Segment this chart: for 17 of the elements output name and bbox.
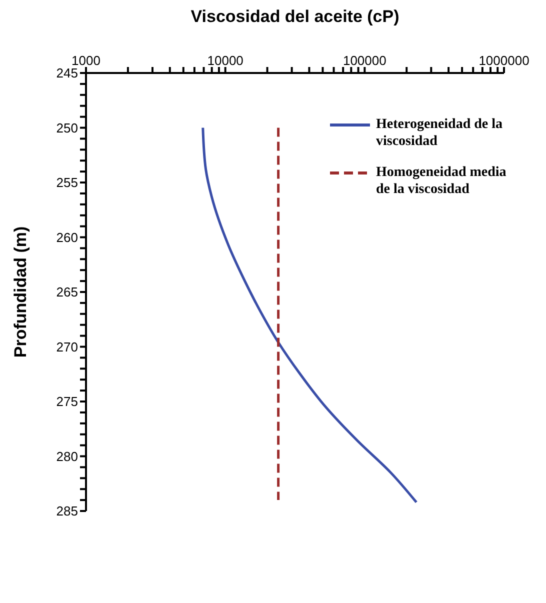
- legend-label: Homogeneidad media de la viscosidad: [376, 164, 508, 198]
- y-axis-title: Profundidad (m): [11, 226, 30, 358]
- y-tick-label: 245: [56, 66, 78, 81]
- y-tick-label: 280: [56, 448, 78, 464]
- y-tick-label: 250: [56, 120, 78, 136]
- y-tick-label: 285: [56, 504, 78, 519]
- legend-label: Heterogeneidad de la viscosidad: [376, 116, 504, 150]
- x-tick-label: 1000: [72, 53, 100, 68]
- x-axis-title: Viscosidad del aceite (cP): [190, 7, 400, 26]
- y-tick-label: 255: [56, 175, 78, 190]
- y-tick-label: 270: [56, 339, 78, 354]
- y-tick-label: 265: [56, 284, 78, 300]
- x-tick-label: 100000: [342, 53, 386, 68]
- x-tick-label: 1000000: [478, 53, 530, 68]
- y-tick-label: 260: [56, 230, 78, 245]
- y-tick-label: 275: [56, 394, 78, 410]
- x-tick-label: 10000: [207, 53, 244, 68]
